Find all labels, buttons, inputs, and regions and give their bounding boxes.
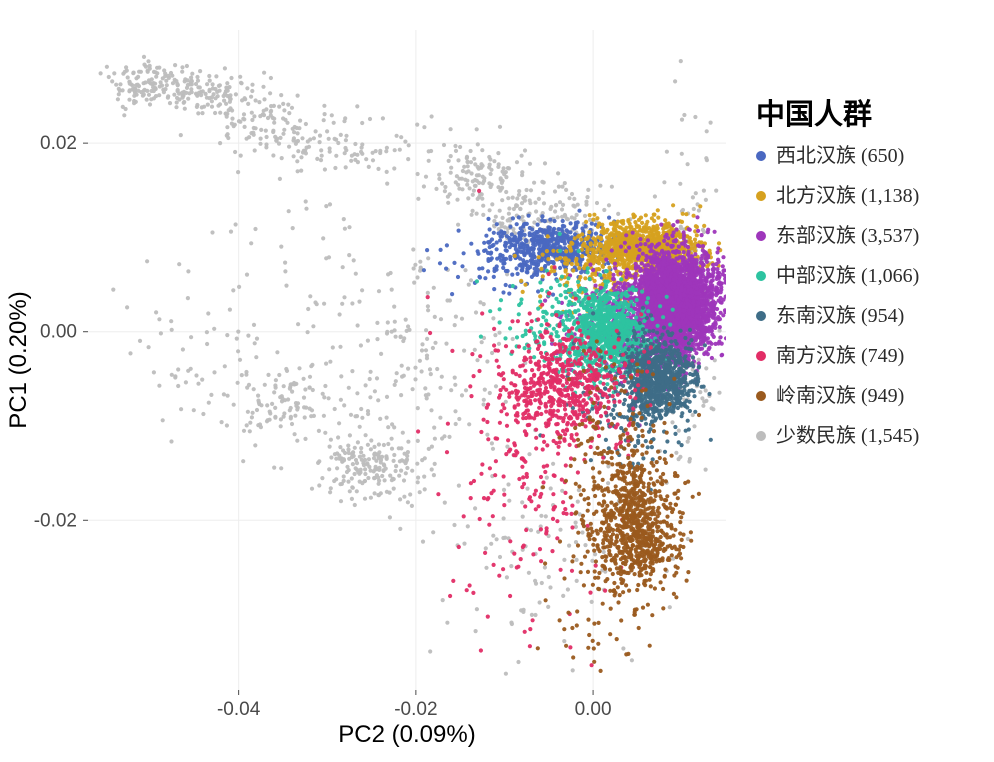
legend-label: 少数民族 (1,545) bbox=[776, 426, 919, 446]
legend-label: 南方汉族 (749) bbox=[776, 346, 904, 366]
x-axis-label: PC2 (0.09%) bbox=[338, 721, 475, 748]
legend-title: 中国人群 bbox=[756, 100, 919, 132]
legend-swatch-icon bbox=[756, 351, 766, 361]
legend-label: 东南汉族 (954) bbox=[776, 306, 904, 326]
legend-item-minority: 少数民族 (1,545) bbox=[756, 426, 919, 446]
legend-label: 岭南汉族 (949) bbox=[776, 386, 904, 406]
legend-item-southeast: 东南汉族 (954) bbox=[756, 306, 919, 326]
legend-item-lingnan: 岭南汉族 (949) bbox=[756, 386, 919, 406]
legend-label: 东部汉族 (3,537) bbox=[776, 226, 919, 246]
legend-swatch-icon bbox=[756, 311, 766, 321]
legend-swatch-icon bbox=[756, 391, 766, 401]
legend-item-north: 北方汉族 (1,138) bbox=[756, 186, 919, 206]
legend-swatch-icon bbox=[756, 431, 766, 441]
legend-items: 西北汉族 (650) 北方汉族 (1,138) 东部汉族 (3,537) 中部汉族 (… bbox=[756, 146, 919, 446]
legend-label: 中部汉族 (1,066) bbox=[776, 266, 919, 286]
legend-swatch-icon bbox=[756, 191, 766, 201]
y-axis-label: PC1 (0.20%) bbox=[5, 291, 32, 428]
legend: 中国人群 西北汉族 (650) 北方汉族 (1,138) 东部汉族 (3,537) 中… bbox=[756, 100, 919, 446]
pca-scatter-figure: -0.04-0.020.00-0.020.000.02PC2 (0.09%)PC… bbox=[0, 0, 994, 762]
legend-label: 北方汉族 (1,138) bbox=[776, 186, 919, 206]
legend-swatch-icon bbox=[756, 231, 766, 241]
legend-swatch-icon bbox=[756, 271, 766, 281]
legend-item-northwest: 西北汉族 (650) bbox=[756, 146, 919, 166]
legend-item-east: 东部汉族 (3,537) bbox=[756, 226, 919, 246]
legend-item-central: 中部汉族 (1,066) bbox=[756, 266, 919, 286]
legend-swatch-icon bbox=[756, 151, 766, 161]
legend-item-south: 南方汉族 (749) bbox=[756, 346, 919, 366]
legend-label: 西北汉族 (650) bbox=[776, 146, 904, 166]
